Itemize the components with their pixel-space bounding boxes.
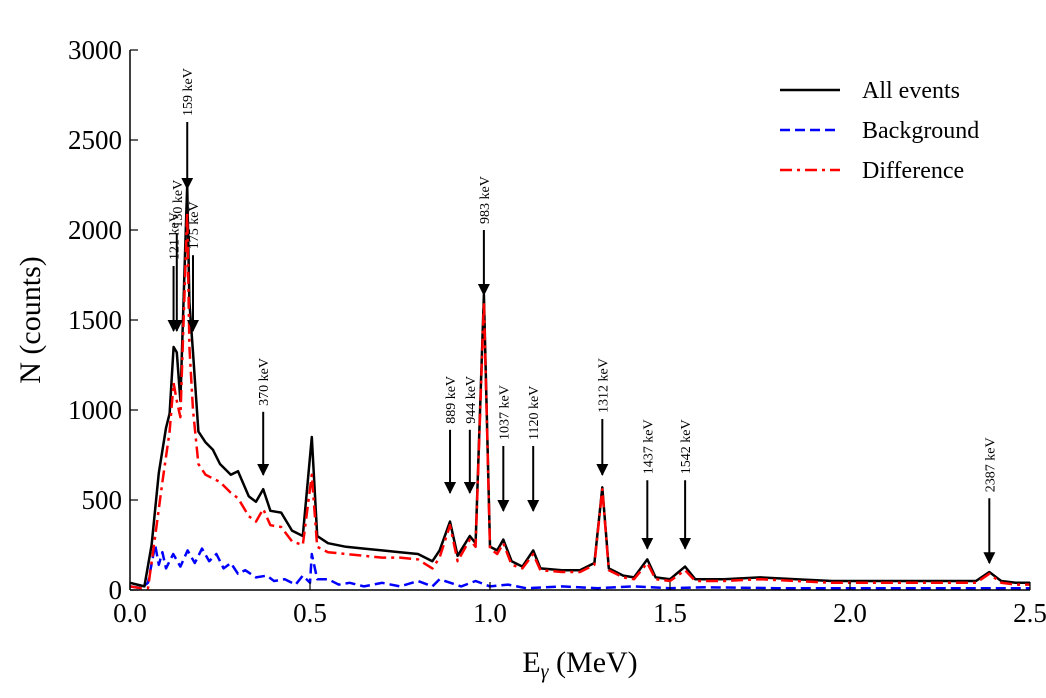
peak-label: 2387 keV [983, 437, 998, 492]
y-tick-label: 500 [82, 485, 123, 515]
y-axis-title: N (counts) [14, 256, 47, 383]
peak-label: 889 keV [444, 376, 459, 424]
y-tick-label: 2500 [68, 125, 122, 155]
peak-label: 159 keV [181, 68, 196, 116]
x-tick-label: 1.5 [653, 598, 687, 628]
series-layer [129, 183, 1030, 590]
legend-label: Difference [862, 158, 964, 184]
y-tick-label: 3000 [68, 35, 122, 65]
peak-label: 1120 keV [527, 386, 542, 440]
x-axis-title: Eγ (MeV) [522, 646, 637, 683]
peak-label: 1542 keV [679, 419, 694, 474]
y-tick-label: 2000 [68, 215, 122, 245]
legend-label: All events [862, 78, 960, 104]
series-line-all-events [129, 183, 1030, 588]
x-tick-label: 2.5 [1013, 598, 1046, 628]
peak-label: 1037 keV [497, 385, 512, 440]
series-line-background [129, 543, 1030, 590]
x-tick-label: 0.0 [113, 598, 147, 628]
peak-label: 370 keV [257, 358, 272, 406]
y-tick-label: 1000 [68, 395, 122, 425]
peak-label: 1437 keV [641, 419, 656, 474]
peak-label: 175 keV [187, 201, 202, 249]
x-tick-label: 0.5 [293, 598, 327, 628]
peak-label: 983 keV [478, 176, 493, 224]
x-axis-title-subscript: γ [541, 661, 550, 683]
axis-ticks: 0 500 1000 1500 2000 2500 3000 0.0 0.5 1.0 1.5 2.0 2… [68, 35, 1046, 628]
peak-label: 121 keV [168, 212, 183, 260]
y-tick-label: 0 [109, 575, 123, 605]
x-tick-label: 1.0 [473, 598, 507, 628]
legend: All events Background Difference [780, 78, 979, 184]
x-axis-title-units: (MeV) [549, 646, 638, 679]
peak-label: 1312 keV [596, 358, 611, 413]
y-tick-label: 1500 [68, 305, 122, 335]
x-tick-label: 2.0 [833, 598, 867, 628]
peak-label: 944 keV [464, 376, 479, 424]
series-line-difference [129, 210, 1030, 590]
legend-label: Background [862, 118, 979, 144]
peak-label: 130 keV [171, 180, 186, 228]
